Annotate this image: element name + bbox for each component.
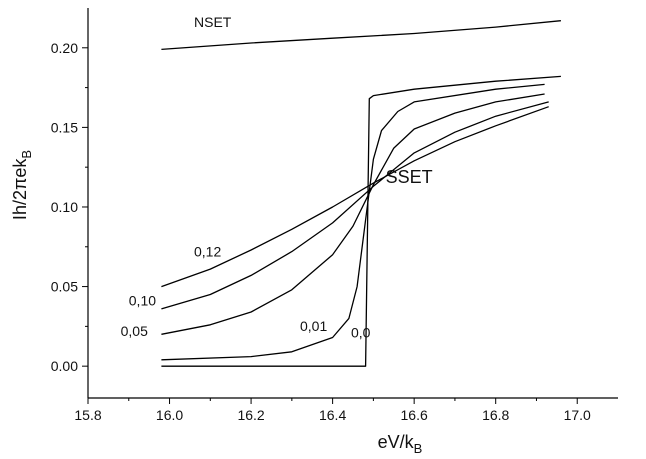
curve-label-0-01: 0,01 bbox=[300, 318, 327, 334]
y-axis-title-main: Ih/2πek bbox=[10, 158, 30, 220]
series-line-0-10 bbox=[161, 101, 549, 310]
annotation-layer: NSET SSET 0,12 0,10 0,05 0,01 0,0 bbox=[121, 14, 433, 340]
curve-label-0-12: 0,12 bbox=[194, 243, 221, 259]
series-line-0-0 bbox=[161, 75, 561, 367]
series-layer bbox=[161, 20, 561, 367]
x-tick-label: 15.8 bbox=[74, 407, 101, 423]
x-tick-label: 16.2 bbox=[237, 407, 264, 423]
y-axis-title: Ih/2πekB bbox=[10, 150, 34, 220]
curve-label-0-0: 0,0 bbox=[351, 325, 371, 341]
y-tick-label: 0.10 bbox=[51, 199, 78, 215]
curve-label-sset: SSET bbox=[386, 167, 433, 187]
series-line-0-05 bbox=[161, 93, 545, 335]
x-tick-label: 16.4 bbox=[319, 407, 346, 423]
x-axis-title-sub: B bbox=[414, 441, 423, 456]
curve-label-0-10: 0,10 bbox=[129, 293, 156, 309]
curve-label-0-05: 0,05 bbox=[121, 323, 148, 339]
y-axis-title-sub: B bbox=[19, 150, 34, 159]
x-axis-title-main: eV/k bbox=[378, 432, 415, 452]
series-line-nset bbox=[161, 20, 561, 51]
y-tick-label: 0.00 bbox=[51, 358, 78, 374]
curve-label-nset: NSET bbox=[194, 14, 232, 30]
y-tick-label: 0.05 bbox=[51, 279, 78, 295]
series-line-0-12 bbox=[161, 106, 549, 288]
x-tick-label: 16.6 bbox=[401, 407, 428, 423]
x-tick-label: 16.0 bbox=[156, 407, 183, 423]
x-tick-label: 16.8 bbox=[482, 407, 509, 423]
plot-area bbox=[87, 8, 618, 399]
series-line-0-01 bbox=[161, 83, 545, 361]
x-tick-label: 17.0 bbox=[564, 407, 591, 423]
y-tick-label: 0.15 bbox=[51, 119, 78, 135]
x-axis-title: eV/kB bbox=[378, 432, 423, 456]
axes: 15.8 16.0 16.2 16.4 16.6 16.8 17.0 0.00 0.05 0.10… bbox=[51, 40, 591, 423]
y-tick-label: 0.20 bbox=[51, 40, 78, 56]
